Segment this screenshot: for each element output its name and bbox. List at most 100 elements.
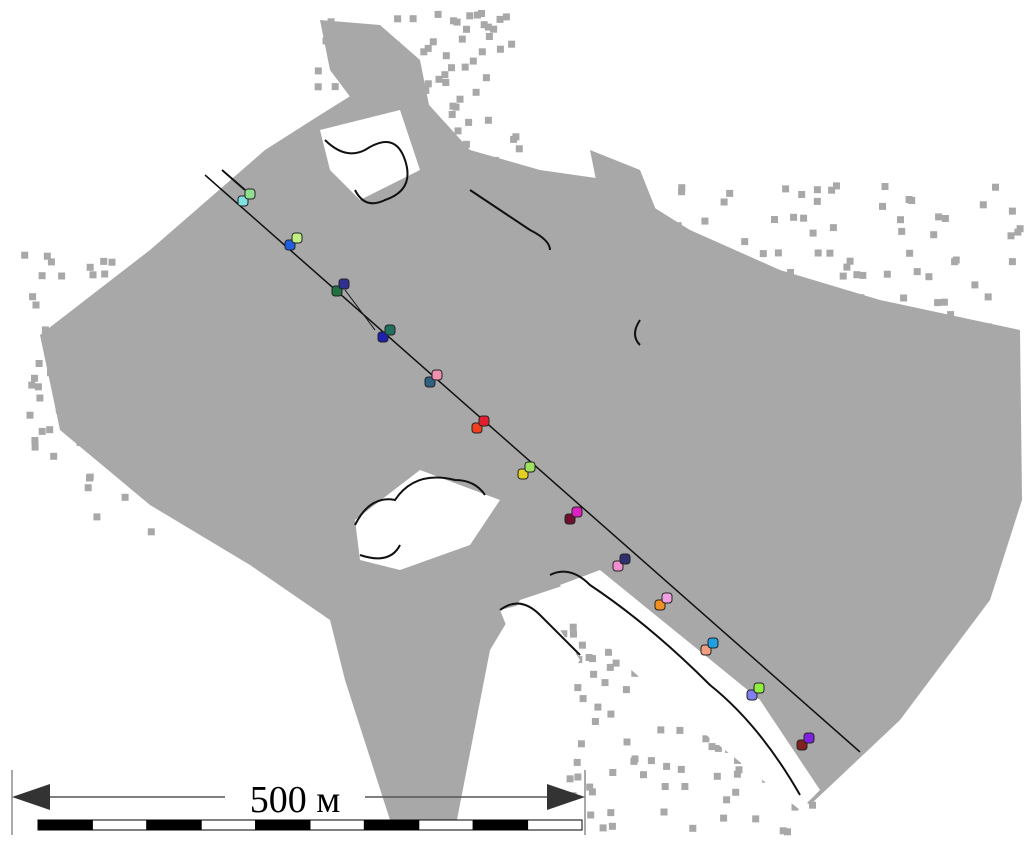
speck	[222, 332, 229, 339]
speck	[255, 344, 262, 351]
speck	[205, 273, 212, 280]
speck	[933, 315, 940, 322]
speck	[809, 802, 816, 809]
speck	[246, 523, 253, 530]
speck	[131, 421, 138, 428]
speck	[457, 96, 464, 103]
speck	[104, 402, 111, 409]
speck	[439, 127, 446, 134]
scale-bar: 500 м	[12, 770, 585, 835]
speck	[224, 399, 231, 406]
speck	[914, 268, 921, 275]
speck	[570, 631, 577, 638]
speck	[424, 139, 431, 146]
speck	[462, 153, 469, 160]
speck	[783, 343, 790, 350]
speck	[350, 103, 357, 110]
speck	[726, 190, 733, 197]
scale-segment	[147, 820, 201, 830]
speck	[906, 330, 913, 337]
speck	[688, 285, 695, 292]
speck	[794, 287, 801, 294]
speck	[101, 364, 108, 371]
speck	[609, 823, 616, 830]
speck	[694, 238, 701, 245]
speck	[971, 281, 978, 288]
speck	[453, 104, 460, 111]
speck	[900, 295, 907, 302]
scale-segment	[201, 820, 255, 830]
speck	[1008, 232, 1015, 239]
marker	[339, 279, 349, 289]
speck	[97, 407, 104, 414]
speck	[728, 342, 735, 349]
speck	[676, 727, 683, 734]
speck	[930, 231, 937, 238]
speck	[681, 783, 688, 790]
speck	[425, 114, 432, 121]
speck	[512, 133, 519, 140]
speck	[856, 310, 863, 317]
speck	[941, 299, 948, 306]
speck	[122, 369, 129, 376]
speck	[658, 282, 665, 289]
speck	[148, 528, 155, 535]
speck	[174, 510, 181, 517]
speck	[723, 796, 730, 803]
speck	[289, 437, 296, 444]
scale-segment	[310, 820, 364, 830]
speck	[882, 183, 889, 190]
speck	[422, 87, 429, 94]
speck	[90, 271, 97, 278]
speck	[131, 367, 138, 374]
speck	[925, 273, 932, 280]
speck	[789, 697, 796, 704]
speck	[256, 436, 263, 443]
marker	[804, 733, 814, 743]
speck	[879, 203, 886, 210]
speck	[448, 64, 455, 71]
speck	[192, 405, 199, 412]
speck	[586, 654, 593, 661]
speck	[254, 493, 261, 500]
speck	[47, 369, 54, 376]
speck	[857, 294, 864, 301]
speck	[430, 38, 437, 45]
scale-segment	[92, 820, 146, 830]
speck	[50, 453, 57, 460]
speck	[782, 185, 789, 192]
speck	[296, 528, 303, 535]
speck	[701, 630, 708, 637]
speck	[767, 331, 774, 338]
speck	[721, 199, 728, 206]
speck	[809, 664, 816, 671]
speck	[393, 84, 400, 91]
speck	[852, 319, 859, 326]
speck	[177, 251, 184, 258]
marker	[708, 638, 718, 648]
speck	[270, 425, 277, 432]
speck	[815, 250, 822, 257]
speck	[999, 356, 1006, 363]
speck	[947, 311, 954, 318]
scale-arrow	[547, 784, 585, 810]
speck	[315, 67, 322, 74]
speck	[129, 305, 136, 312]
speck	[987, 344, 994, 351]
speck	[567, 775, 574, 782]
speck	[77, 373, 84, 380]
speck	[411, 61, 418, 68]
speck	[772, 648, 779, 655]
speck	[956, 357, 963, 364]
speck	[183, 368, 190, 375]
speck	[658, 264, 665, 271]
speck	[843, 264, 850, 271]
speck	[640, 771, 647, 778]
speck	[470, 58, 477, 65]
speck	[641, 344, 648, 351]
speck	[159, 302, 166, 309]
speck	[714, 773, 721, 780]
marker	[292, 233, 302, 243]
speck	[701, 218, 708, 225]
speck	[814, 186, 821, 193]
